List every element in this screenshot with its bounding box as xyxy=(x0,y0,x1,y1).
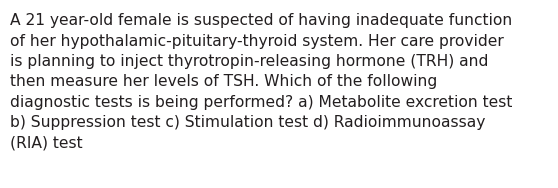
Text: A 21 year-old female is suspected of having inadequate function
of her hypothala: A 21 year-old female is suspected of hav… xyxy=(10,13,512,151)
